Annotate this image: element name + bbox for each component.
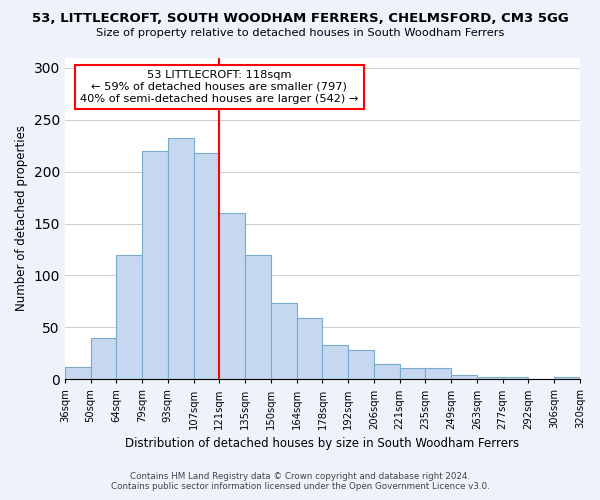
Bar [168,138,194,380]
Text: Contains HM Land Registry data © Crown copyright and database right 2024.
Contai: Contains HM Land Registry data © Crown c… [110,472,490,491]
Bar [91,338,116,380]
Bar [65,367,91,380]
Bar [503,377,529,380]
Bar [477,377,503,380]
Y-axis label: Number of detached properties: Number of detached properties [15,126,28,312]
Bar [142,151,168,380]
Bar [296,318,322,380]
Bar [271,304,296,380]
X-axis label: Distribution of detached houses by size in South Woodham Ferrers: Distribution of detached houses by size … [125,437,520,450]
Bar [194,153,220,380]
Bar [451,375,477,380]
Bar [116,254,142,380]
Bar [245,254,271,380]
Text: 53 LITTLECROFT: 118sqm
← 59% of detached houses are smaller (797)
40% of semi-de: 53 LITTLECROFT: 118sqm ← 59% of detached… [80,70,359,104]
Text: Size of property relative to detached houses in South Woodham Ferrers: Size of property relative to detached ho… [96,28,504,38]
Bar [554,377,580,380]
Text: 53, LITTLECROFT, SOUTH WOODHAM FERRERS, CHELMSFORD, CM3 5GG: 53, LITTLECROFT, SOUTH WOODHAM FERRERS, … [32,12,568,26]
Bar [374,364,400,380]
Bar [220,213,245,380]
Bar [322,345,348,380]
Bar [348,350,374,380]
Bar [425,368,451,380]
Bar [400,368,425,380]
